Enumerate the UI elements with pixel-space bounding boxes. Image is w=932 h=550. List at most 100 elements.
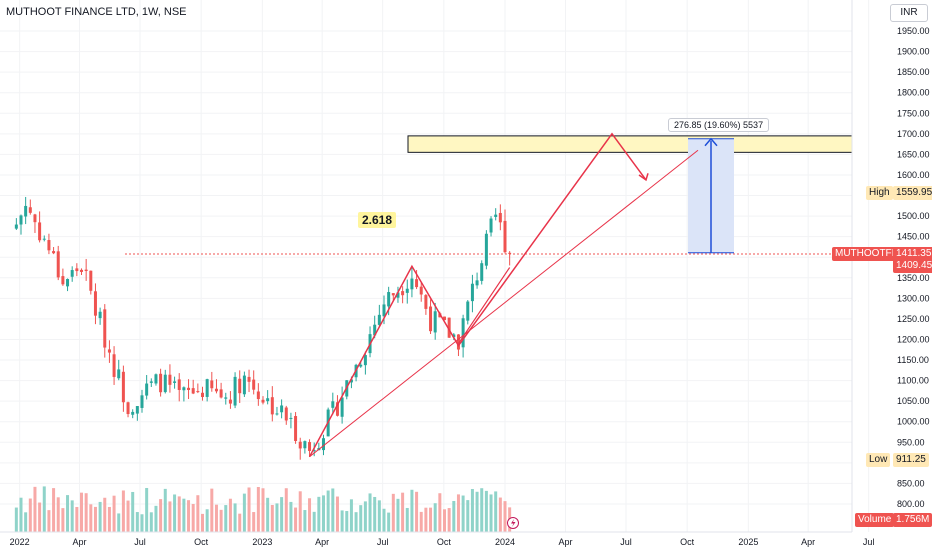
volume-bar	[266, 497, 270, 532]
candle	[107, 349, 111, 353]
candle	[415, 279, 419, 288]
volume-bar	[303, 510, 307, 532]
symbol-price-tag: MUTHOOTFIN	[832, 247, 905, 261]
candle	[470, 283, 474, 302]
x-tick-label: Oct	[680, 537, 695, 547]
volume-bar	[494, 491, 498, 532]
volume-bar	[270, 504, 274, 532]
candle	[508, 252, 512, 254]
x-tick-label: Apr	[72, 537, 86, 547]
volume-bar	[419, 511, 423, 532]
candle	[126, 402, 130, 415]
replay-icon[interactable]	[507, 517, 519, 529]
volume-bar	[429, 507, 433, 532]
candle	[47, 240, 51, 251]
volume-bar	[447, 508, 451, 532]
candle	[340, 397, 344, 417]
volume-bar	[38, 502, 42, 532]
volume-bar	[387, 512, 391, 532]
volume-bar	[368, 493, 372, 532]
y-tick-label: 1300.00	[897, 293, 930, 303]
volume-bar	[382, 508, 386, 532]
measure-label: 276.85 (19.60%) 5537	[668, 118, 770, 132]
drawings-layer	[308, 132, 734, 458]
volume-bar	[196, 495, 200, 532]
target-zone	[407, 135, 853, 153]
volume-bar	[498, 497, 502, 532]
x-tick-label: 2022	[10, 537, 30, 547]
volume-bar	[256, 487, 260, 532]
volume-bar	[396, 498, 400, 532]
symbol-title[interactable]: MUTHOOT FINANCE LTD, 1W, NSE	[6, 6, 187, 18]
y-tick-label: 1450.00	[897, 232, 930, 242]
candle	[461, 318, 465, 348]
candle	[66, 279, 70, 287]
volume-bar	[401, 492, 405, 532]
target-zone-layer	[407, 135, 853, 253]
volume-bar	[331, 488, 335, 532]
volume-bar	[149, 512, 153, 532]
y-tick-label: 1650.00	[897, 149, 930, 159]
candle	[145, 383, 149, 396]
candle	[93, 291, 97, 316]
volume-bar	[312, 511, 316, 532]
volume-bar	[103, 497, 107, 532]
volume-bar	[52, 488, 56, 532]
x-tick-label: Oct	[437, 537, 452, 547]
volume-bar	[168, 501, 172, 532]
x-tick-label: 2023	[252, 537, 272, 547]
volume-bar	[480, 488, 484, 532]
candle	[424, 295, 428, 309]
wave-pattern-line	[308, 132, 647, 458]
volume-bars	[14, 486, 512, 532]
currency-button[interactable]: INR	[890, 4, 928, 22]
x-tick-label: 2025	[738, 537, 758, 547]
volume-bar	[173, 494, 177, 532]
volume-bar	[19, 497, 23, 532]
volume-bar	[456, 494, 460, 532]
candle	[177, 379, 181, 390]
volume-bar	[359, 505, 363, 532]
fib-extension-label: 2.618	[358, 212, 397, 228]
candle	[298, 441, 302, 449]
candles	[14, 196, 512, 460]
candle	[349, 379, 353, 383]
candle	[387, 292, 391, 307]
volume-bar	[233, 503, 237, 532]
volume-bar	[452, 500, 456, 532]
volume-bar	[145, 487, 149, 532]
volume-bar	[84, 493, 88, 532]
volume-bar	[373, 496, 377, 532]
volume-bar	[247, 487, 251, 532]
volume-bar	[349, 499, 353, 532]
volume-bar	[14, 507, 18, 532]
volume-bar	[56, 497, 60, 532]
candle	[98, 311, 102, 319]
last-price-tag: 1411.35	[893, 247, 932, 261]
volume-bar	[261, 488, 265, 532]
volume-bar	[112, 495, 116, 532]
volume-bar	[410, 489, 414, 532]
candle	[494, 214, 498, 217]
candle	[168, 374, 172, 385]
x-tick-label: 2024	[495, 537, 515, 547]
volume-bar	[42, 486, 46, 532]
volume-bar	[28, 498, 32, 532]
y-tick-label: 1850.00	[897, 67, 930, 77]
candle	[131, 411, 135, 415]
candle	[466, 301, 470, 321]
candle	[205, 379, 209, 397]
volume-bar	[354, 512, 358, 532]
candle	[410, 278, 414, 290]
volume-bar	[238, 513, 242, 532]
y-tick-label: 1900.00	[897, 47, 930, 57]
candle	[377, 314, 381, 325]
candle	[219, 389, 223, 398]
volume-label: Volume	[855, 513, 895, 527]
grid	[0, 0, 870, 532]
volume-bar	[47, 510, 51, 532]
x-tick-label: Oct	[194, 537, 209, 547]
volume-bar	[363, 501, 367, 532]
candle	[191, 388, 195, 394]
